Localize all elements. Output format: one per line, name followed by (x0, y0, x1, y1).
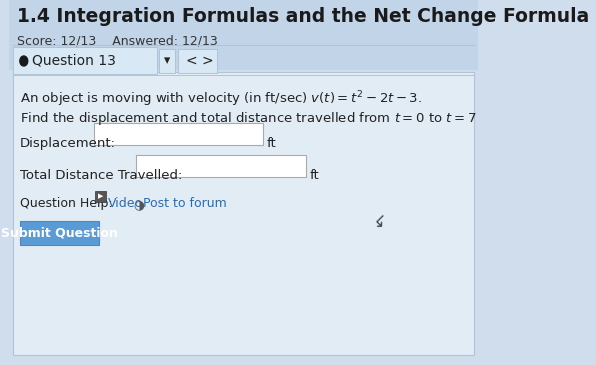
Text: Find the displacement and total distance travelled from $t = 0$ to $t = 7$: Find the displacement and total distance… (20, 110, 476, 127)
Text: ▾: ▾ (164, 54, 170, 68)
FancyBboxPatch shape (136, 155, 306, 177)
Text: Displacement:: Displacement: (20, 137, 116, 150)
Text: Score: 12/13    Answered: 12/13: Score: 12/13 Answered: 12/13 (17, 35, 218, 48)
Text: Question 13: Question 13 (32, 54, 116, 68)
Text: Question Help:: Question Help: (20, 197, 113, 210)
Text: ft: ft (267, 137, 277, 150)
FancyBboxPatch shape (13, 72, 474, 355)
Text: ▶: ▶ (98, 193, 103, 200)
Text: ↳: ↳ (367, 213, 389, 235)
Text: ·: · (26, 91, 28, 100)
FancyBboxPatch shape (95, 191, 105, 202)
FancyBboxPatch shape (178, 49, 218, 73)
FancyBboxPatch shape (13, 47, 157, 74)
Text: Submit Question: Submit Question (1, 227, 117, 239)
Text: <: < (185, 54, 197, 68)
Circle shape (20, 56, 28, 66)
FancyBboxPatch shape (20, 221, 98, 245)
Text: ft: ft (309, 169, 319, 182)
FancyBboxPatch shape (159, 49, 175, 73)
Text: >: > (201, 54, 213, 68)
Text: An object is moving with velocity (in ft/sec) $v(t) = t^2 - 2t - 3.$: An object is moving with velocity (in ft… (20, 89, 422, 109)
Text: Total Distance Travelled:: Total Distance Travelled: (20, 169, 182, 182)
FancyBboxPatch shape (9, 0, 478, 70)
FancyBboxPatch shape (94, 123, 263, 145)
Text: Video: Video (108, 197, 143, 210)
Text: 1.4 Integration Formulas and the Net Change Formula: 1.4 Integration Formulas and the Net Cha… (17, 7, 589, 26)
Text: ◑: ◑ (133, 198, 144, 211)
Text: Post to forum: Post to forum (142, 197, 226, 210)
